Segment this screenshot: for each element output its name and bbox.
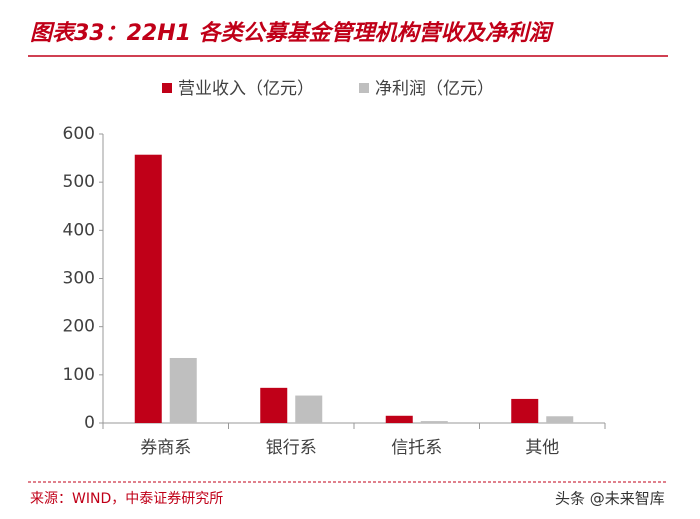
bar [295,395,323,423]
bar [169,357,197,423]
source: 来源：WIND，中泰证券研究所 [30,491,223,507]
y-tick-label: 100 [63,365,95,385]
bar [546,416,574,423]
y-tick-label: 200 [63,317,95,337]
bar [385,415,413,423]
x-tick-label: 银行系 [266,438,317,458]
watermark: 头条 @未来智库 [555,490,665,508]
chart-title: 图表33：22H1 各类公募基金管理机构营收及净利润 [30,20,555,46]
bar [420,421,448,423]
bar [260,387,288,423]
y-tick-label: 500 [63,172,95,192]
legend-swatch [162,83,172,93]
y-tick-label: 400 [63,220,95,240]
y-tick-label: 300 [63,269,95,289]
y-tick-label: 600 [63,124,95,144]
x-tick-label: 信托系 [391,438,442,458]
x-tick-label: 其他 [525,438,559,458]
legend-swatch [359,83,369,93]
bar [134,154,162,423]
x-tick-label: 券商系 [140,438,191,458]
legend-label: 净利润（亿元） [375,79,494,99]
legend-label: 营业收入（亿元） [178,79,314,99]
y-tick-label: 0 [84,413,95,433]
bar [511,398,539,423]
